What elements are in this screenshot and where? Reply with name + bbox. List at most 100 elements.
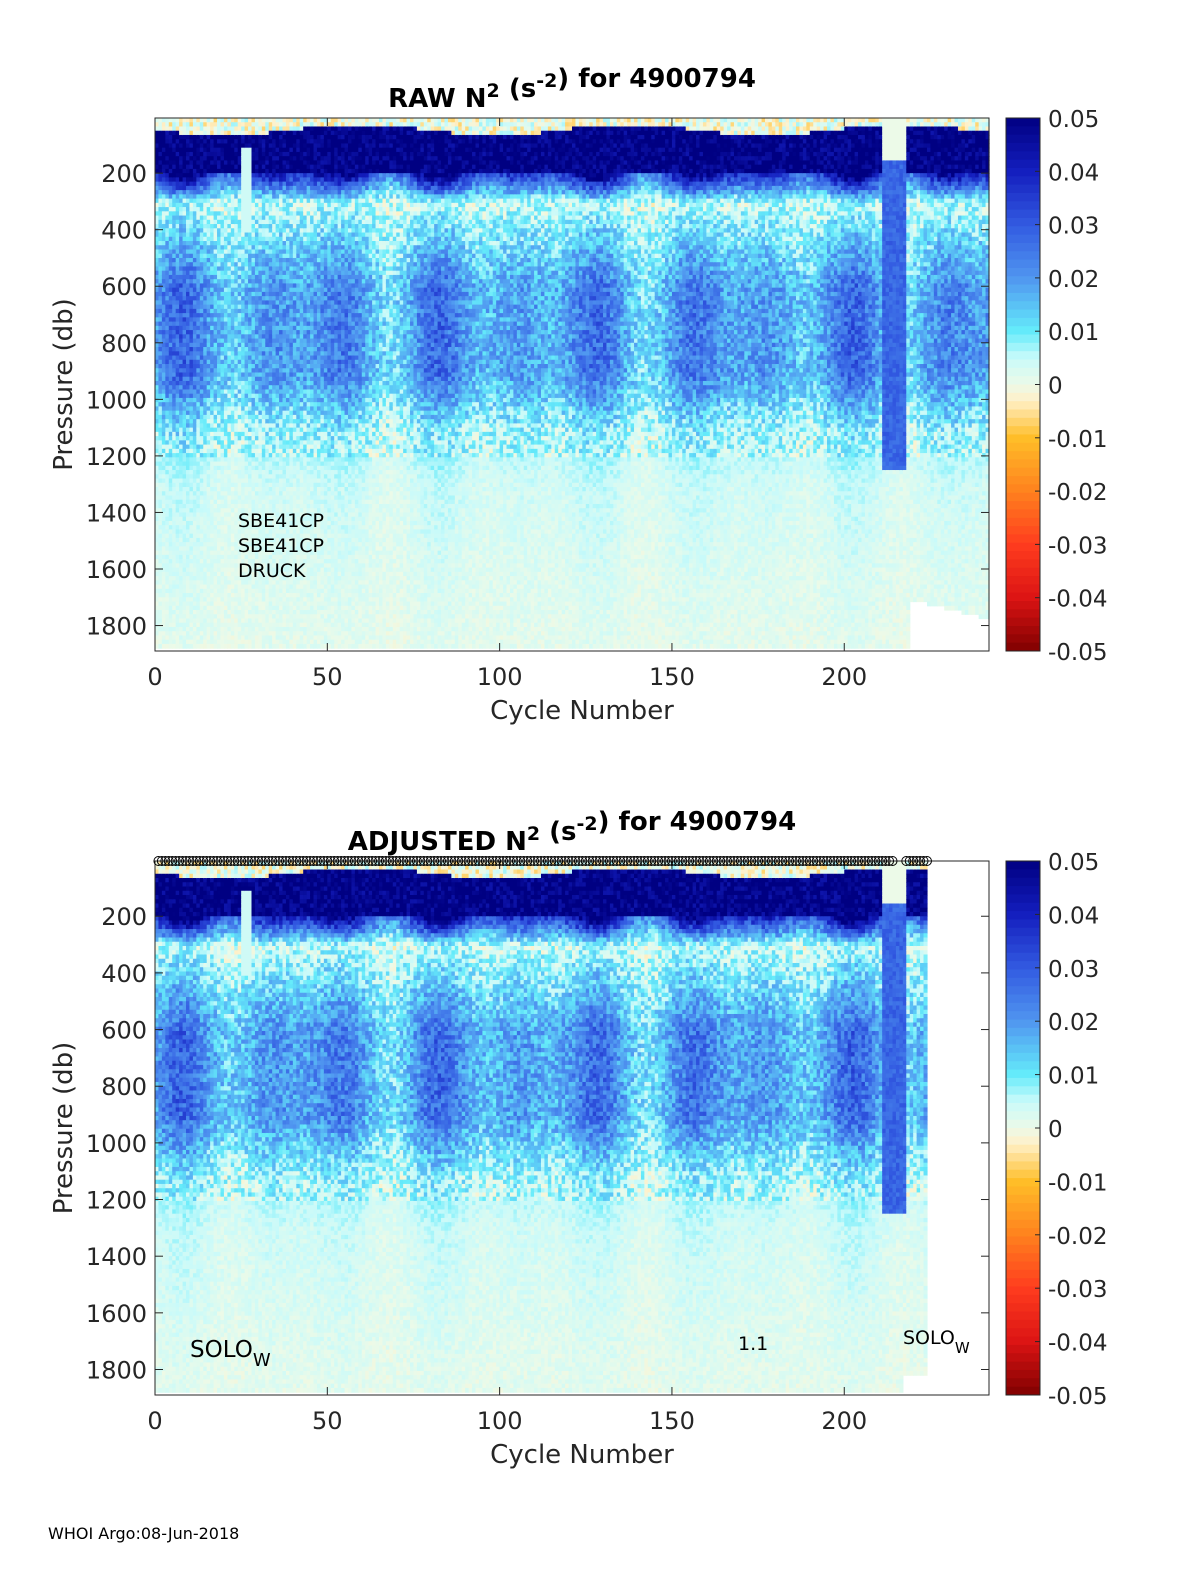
heatmap-cell xyxy=(193,283,197,288)
heatmap-cell xyxy=(200,233,204,238)
heatmap-cell xyxy=(162,220,166,225)
heatmap-cell xyxy=(172,296,176,301)
heatmap-cell xyxy=(238,618,242,623)
heatmap-cell xyxy=(172,457,176,462)
heatmap-cell xyxy=(238,194,242,199)
heatmap-cell xyxy=(217,445,221,450)
heatmap-cell xyxy=(165,415,169,420)
heatmap-cell xyxy=(220,356,224,361)
heatmap-cell xyxy=(179,233,183,238)
heatmap-cell xyxy=(238,131,242,136)
heatmap-cell xyxy=(220,334,224,339)
heatmap-cell xyxy=(155,614,159,619)
heatmap-cell xyxy=(189,245,193,250)
heatmap-cell xyxy=(220,559,224,564)
heatmap-cell xyxy=(172,271,176,276)
heatmap-cell xyxy=(200,602,204,607)
heatmap-cell xyxy=(179,279,183,284)
heatmap-cell xyxy=(207,546,211,551)
heatmap-cell xyxy=(179,623,183,628)
heatmap-cell xyxy=(189,194,193,199)
heatmap-cell xyxy=(179,126,183,131)
heatmap-cell xyxy=(189,538,193,543)
heatmap-cell xyxy=(210,309,214,314)
heatmap-cell xyxy=(200,487,204,492)
heatmap-cell xyxy=(220,597,224,602)
heatmap-cell xyxy=(183,317,187,322)
heatmap-cell xyxy=(220,160,224,165)
heatmap-cell xyxy=(234,305,238,310)
heatmap-cell xyxy=(165,207,169,212)
heatmap-cell xyxy=(207,398,211,403)
heatmap-cell xyxy=(162,122,166,127)
heatmap-cell xyxy=(210,169,214,174)
heatmap-cell xyxy=(207,309,211,314)
heatmap-cell xyxy=(217,521,221,526)
heatmap-cell xyxy=(238,241,242,246)
heatmap-cell xyxy=(217,585,221,590)
heatmap-cell xyxy=(193,462,197,467)
heatmap-cell xyxy=(189,143,193,148)
heatmap-cell xyxy=(207,305,211,310)
heatmap-cell xyxy=(227,266,231,271)
heatmap-cell xyxy=(220,173,224,178)
heatmap-cell xyxy=(238,351,242,356)
heatmap-cell xyxy=(189,385,193,390)
heatmap-cell xyxy=(155,377,159,382)
heatmap-cell xyxy=(220,245,224,250)
heatmap-cell xyxy=(200,126,204,131)
heatmap-cell xyxy=(193,572,197,577)
heatmap-cell xyxy=(155,300,159,305)
heatmap-cell xyxy=(162,254,166,259)
heatmap-cell xyxy=(207,585,211,590)
heatmap-cell xyxy=(217,508,221,513)
heatmap-cell xyxy=(155,627,159,632)
heatmap-cell xyxy=(183,279,187,284)
heatmap-cell xyxy=(210,317,214,322)
heatmap-cell xyxy=(183,491,187,496)
heatmap-cell xyxy=(172,470,176,475)
heatmap-cell xyxy=(238,152,242,157)
heatmap-cell xyxy=(179,118,183,123)
heatmap-cell xyxy=(183,555,187,560)
heatmap-cell xyxy=(172,356,176,361)
heatmap-cell xyxy=(217,402,221,407)
heatmap-cell xyxy=(155,504,159,509)
heatmap-cell xyxy=(217,334,221,339)
heatmap-cell xyxy=(165,466,169,471)
heatmap-cell xyxy=(210,339,214,344)
heatmap-cell xyxy=(172,445,176,450)
heatmap-cell xyxy=(189,559,193,564)
heatmap-cell xyxy=(183,585,187,590)
heatmap-cell xyxy=(183,470,187,475)
heatmap-cell xyxy=(200,517,204,522)
heatmap-cell xyxy=(155,640,159,645)
heatmap-cell xyxy=(162,542,166,547)
heatmap-cell xyxy=(234,389,238,394)
heatmap-cell xyxy=(155,347,159,352)
heatmap-cell xyxy=(227,271,231,276)
heatmap-cell xyxy=(217,419,221,424)
heatmap-cell xyxy=(155,555,159,560)
heatmap-cell xyxy=(189,165,193,170)
heatmap-cell xyxy=(227,572,231,577)
heatmap-cell xyxy=(193,597,197,602)
heatmap-cell xyxy=(183,483,187,488)
heatmap-cell xyxy=(193,152,197,157)
heatmap-cell xyxy=(217,517,221,522)
heatmap-cell xyxy=(179,394,183,399)
heatmap-cell xyxy=(189,317,193,322)
heatmap-cell xyxy=(162,449,166,454)
heatmap-cell xyxy=(165,131,169,136)
heatmap-cell xyxy=(234,432,238,437)
heatmap-cell xyxy=(210,470,214,475)
heatmap-cell xyxy=(162,466,166,471)
heatmap-cell xyxy=(207,347,211,352)
heatmap-cell xyxy=(227,631,231,636)
heatmap-cell xyxy=(200,432,204,437)
heatmap-cell xyxy=(234,614,238,619)
heatmap-cell xyxy=(162,606,166,611)
heatmap-cell xyxy=(155,585,159,590)
heatmap-cell xyxy=(207,317,211,322)
heatmap-cell xyxy=(227,495,231,500)
